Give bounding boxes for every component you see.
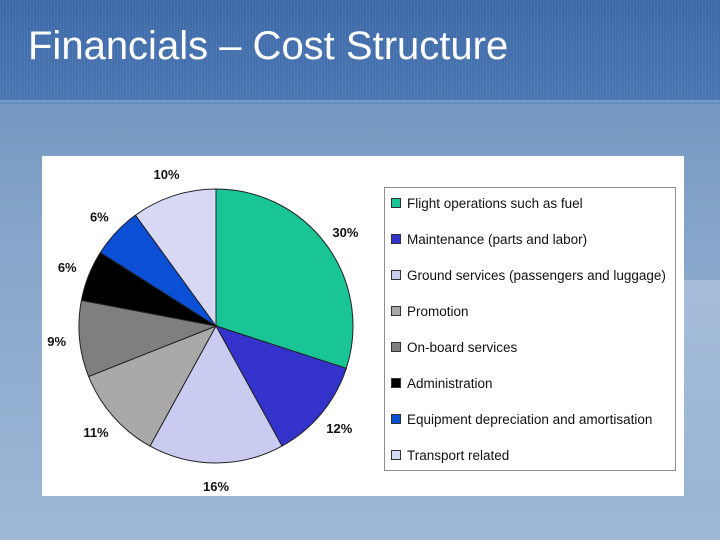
- pie-data-label: 9%: [47, 334, 66, 349]
- legend-label: Administration: [407, 375, 493, 391]
- legend-item: Equipment depreciation and amortisation: [391, 410, 652, 428]
- chart-legend: Flight operations such as fuel Maintenanc…: [384, 187, 676, 471]
- legend-label: Flight operations such as fuel: [407, 195, 583, 211]
- legend-label: Maintenance (parts and labor): [407, 231, 588, 247]
- legend-item: Transport related: [391, 446, 509, 464]
- pie-data-label: 11%: [83, 425, 109, 440]
- pie-slice-transport-related: [134, 188, 217, 328]
- pie-data-label: 12%: [326, 421, 352, 436]
- pie-data-label: 6%: [90, 209, 109, 224]
- legend-swatch: [391, 306, 401, 316]
- legend-label: Equipment depreciation and amortisation: [407, 411, 653, 427]
- pie-data-label: 16%: [203, 479, 229, 494]
- legend-item: On-board services: [391, 338, 517, 356]
- legend-swatch: [391, 450, 401, 460]
- legend-item: Maintenance (parts and labor): [391, 230, 587, 248]
- pie-data-label: 6%: [58, 260, 77, 275]
- legend-item: Flight operations such as fuel: [391, 194, 583, 212]
- legend-swatch: [391, 234, 401, 244]
- legend-swatch: [391, 270, 401, 280]
- pie-data-label: 30%: [332, 225, 358, 240]
- legend-swatch: [391, 414, 401, 424]
- legend-item: Promotion: [391, 302, 469, 320]
- legend-swatch: [391, 378, 401, 388]
- slide-title: Financials – Cost Structure: [28, 24, 509, 68]
- pie-chart: 30% 12% 16% 11% 9% 6% 6% 10%: [47, 167, 359, 494]
- legend-item: Ground services (passengers and luggage): [391, 266, 666, 284]
- legend-swatch: [391, 342, 401, 352]
- pie-slice-maintenance-parts-and-labor: [214, 325, 347, 447]
- pie-chart-panel: 30% 12% 16% 11% 9% 6% 6% 10% Flight operations …: [42, 156, 684, 496]
- legend-label: Ground services (passengers and luggage): [407, 267, 666, 283]
- legend-label: On-board services: [407, 339, 518, 355]
- pie-data-label: 10%: [154, 167, 180, 182]
- legend-swatch: [391, 198, 401, 208]
- pie-slice-promotion: [87, 325, 218, 447]
- legend-item: Administration: [391, 374, 493, 392]
- title-bar: Financials – Cost Structure: [0, 0, 720, 104]
- legend-label: Transport related: [407, 447, 510, 463]
- legend-label: Promotion: [407, 303, 469, 319]
- pie-slice-flight-operations-such-as-fuel: [215, 188, 354, 369]
- pie-slice-ground-services-passengers-and-luggage: [149, 324, 283, 464]
